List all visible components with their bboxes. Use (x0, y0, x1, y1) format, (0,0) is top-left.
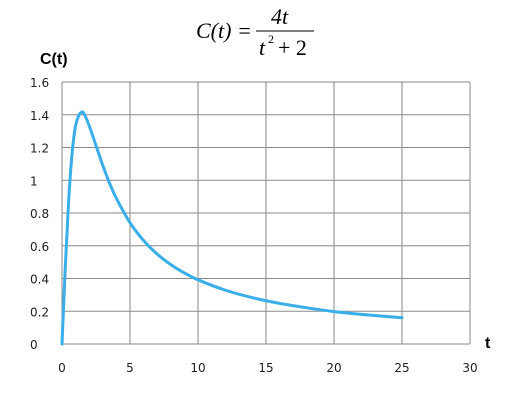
y-tick-label: 0.2 (30, 305, 49, 319)
y-tick-label: 0.4 (30, 273, 49, 287)
formula: C(t) = 4t t 2 + 2 (196, 4, 314, 60)
formula-denominator-rest: + 2 (278, 35, 307, 60)
x-tick-label: 15 (258, 361, 273, 375)
x-axis-title: t (485, 335, 491, 352)
y-tick-label: 1.4 (30, 109, 49, 123)
formula-denominator-base: t (259, 35, 266, 60)
series-line (60, 110, 404, 346)
x-tick-label: 30 (462, 361, 477, 375)
y-tick-label: 1.2 (30, 142, 49, 156)
x-tick-label: 25 (394, 361, 409, 375)
y-axis-title: C(t) (40, 51, 68, 68)
formula-lhs: C(t) = (196, 18, 252, 43)
formula-numerator: 4t (271, 4, 289, 29)
x-tick-label: 10 (190, 361, 205, 375)
y-tick-label: 1 (30, 174, 38, 188)
x-tick-label: 5 (126, 361, 134, 375)
y-tick-label: 1.6 (30, 76, 49, 90)
x-tick-label: 0 (58, 361, 66, 375)
formula-denominator-exponent: 2 (268, 32, 274, 46)
y-tick-label: 0 (30, 338, 38, 352)
y-tick-label: 0.8 (30, 207, 49, 221)
tick-labels: 0 0.2 0.4 0.6 0.8 1 1.2 1.4 1.6 0 5 10 15 20 25 30 (30, 76, 478, 375)
x-tick-label: 20 (326, 361, 341, 375)
y-tick-label: 0.6 (30, 240, 49, 254)
series-layer (60, 110, 404, 346)
